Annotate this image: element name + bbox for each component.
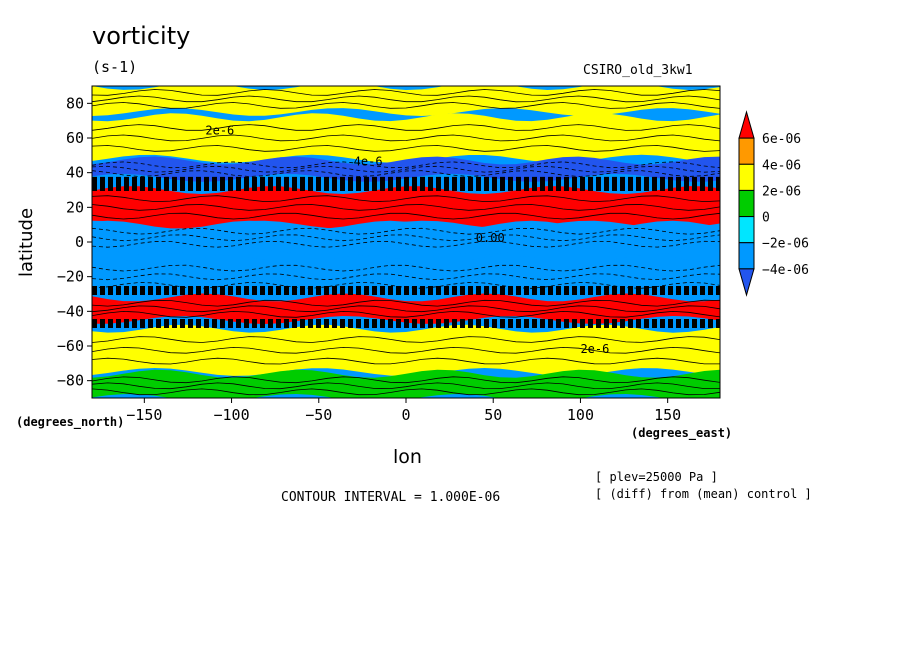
contour-line xyxy=(92,165,720,173)
field-band xyxy=(92,293,720,324)
colorbar-label: 0 xyxy=(762,211,770,226)
contour-line xyxy=(92,134,720,142)
x-tick-label: 0 xyxy=(401,406,410,424)
y-tick-label: 60 xyxy=(66,129,84,147)
field-band xyxy=(92,113,720,163)
y-tick-label: 40 xyxy=(66,164,84,182)
colorbar-segment xyxy=(738,163,755,191)
x-tick-label: 50 xyxy=(484,406,502,424)
contour-line xyxy=(92,195,720,203)
y-tick-label: −80 xyxy=(57,372,84,390)
colorbar-label: −2e-06 xyxy=(762,237,809,252)
contour-line xyxy=(92,240,720,248)
colorbar-label: −4e-06 xyxy=(762,263,809,278)
x-tick-label: −50 xyxy=(305,406,332,424)
colorbar-label: 6e-06 xyxy=(762,132,801,147)
colorbar-segment xyxy=(738,216,755,244)
contour-line xyxy=(92,376,720,384)
x-tick-label: −100 xyxy=(213,406,249,424)
y-axis-units: (degrees_north) xyxy=(16,415,125,429)
colorbar-segment xyxy=(738,242,755,270)
contour-line xyxy=(92,89,720,96)
contour-label: 4e-6 xyxy=(354,155,383,169)
contour-line xyxy=(92,124,720,131)
x-tick-label: 100 xyxy=(567,406,594,424)
x-axis-units: (degrees_east) xyxy=(631,426,733,440)
contour-line xyxy=(92,336,720,343)
contour-line xyxy=(92,305,720,313)
contour-line xyxy=(92,310,720,318)
colorbar-label: 2e-06 xyxy=(762,184,801,199)
model-label: CSIRO_old_3kw1 xyxy=(583,63,693,78)
colorbar-cap-bottom xyxy=(738,268,755,297)
contour-line xyxy=(92,382,720,390)
contour-line xyxy=(92,204,720,211)
field-band xyxy=(92,220,720,255)
x-axis-label: lon xyxy=(393,446,422,468)
y-tick-label: −60 xyxy=(57,337,84,355)
x-tick-label: 150 xyxy=(654,406,681,424)
y-tick-label: −20 xyxy=(57,268,84,286)
contour-line xyxy=(92,264,720,272)
field-band xyxy=(92,324,720,376)
contour-line xyxy=(92,95,720,103)
contour-line xyxy=(92,357,720,365)
contour-line xyxy=(92,299,720,307)
diff-note: [ (diff) from (mean) control ] xyxy=(595,487,812,501)
contour-line xyxy=(92,234,720,242)
contour-interval: CONTOUR INTERVAL = 1.000E-06 xyxy=(281,490,501,505)
contour-line xyxy=(92,161,720,169)
contour-line xyxy=(92,388,720,396)
colorbar-label: 4e-06 xyxy=(762,158,801,173)
contour-line xyxy=(92,102,720,109)
y-tick-label: −40 xyxy=(57,302,84,320)
y-tick-label: 0 xyxy=(75,233,84,251)
contour-line xyxy=(92,346,720,354)
y-tick-label: 80 xyxy=(66,94,84,112)
chart-title: vorticity xyxy=(92,22,191,50)
colorbar-segment xyxy=(738,189,755,218)
contour-line xyxy=(92,273,720,281)
contour-line xyxy=(92,227,720,235)
field-layer: 2e-6 4e-6 0.00 2e-6 xyxy=(92,86,720,398)
contour-line xyxy=(92,145,720,152)
colorbar-segment xyxy=(738,137,755,165)
plev-note: [ plev=25000 Pa ] xyxy=(595,470,718,484)
units-label: (s-1) xyxy=(92,58,138,76)
y-tick-label: 20 xyxy=(66,198,84,216)
contour-label: 2e-6 xyxy=(205,124,234,138)
colorbar-cap-top xyxy=(738,110,755,139)
contour-line xyxy=(92,170,720,177)
contour-label: 2e-6 xyxy=(580,342,609,356)
contour-line xyxy=(92,212,720,220)
x-tick-label: −150 xyxy=(126,406,162,424)
contour-label: 0.00 xyxy=(476,231,505,245)
